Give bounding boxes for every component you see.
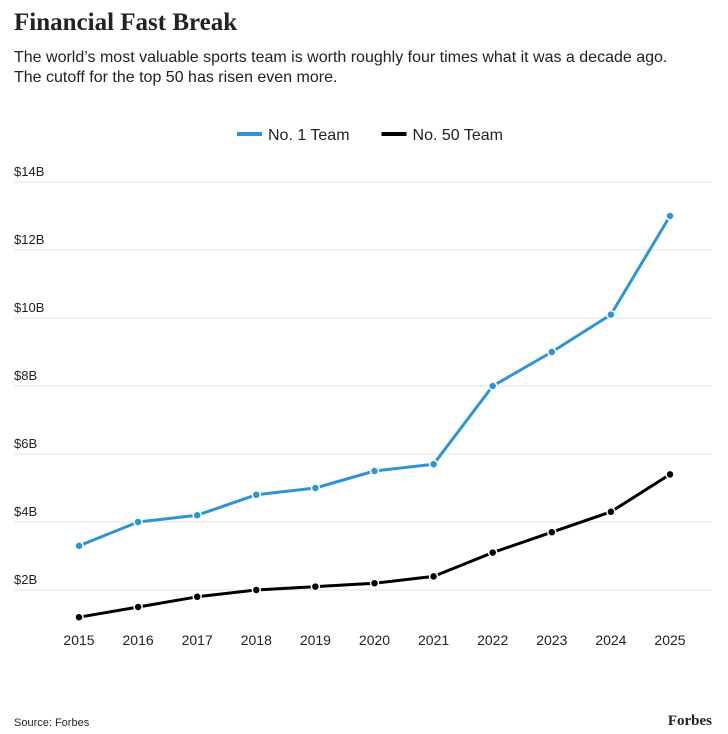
x-tick-label: 2020 — [359, 632, 390, 648]
point — [74, 541, 84, 551]
point — [547, 527, 557, 537]
logo: Forbes — [668, 713, 712, 729]
legend-label: No. 50 Team — [413, 127, 503, 144]
legend-label: No. 1 Team — [268, 127, 350, 144]
x-tick-label: 2024 — [595, 632, 626, 648]
point — [665, 469, 675, 480]
point — [547, 347, 557, 357]
x-tick-label: 2018 — [241, 632, 272, 648]
y-tick-label: $8B — [14, 368, 37, 383]
series-line — [78, 473, 671, 619]
x-tick-label: 2015 — [63, 632, 94, 648]
y-tick-label: $2B — [14, 572, 37, 587]
point — [133, 517, 143, 527]
point — [487, 381, 498, 391]
point — [74, 612, 84, 622]
point — [369, 466, 380, 476]
point — [251, 585, 262, 595]
x-tick-label: 2016 — [123, 632, 154, 648]
y-tick-label: $12B — [14, 232, 44, 247]
point — [251, 490, 262, 500]
point — [665, 211, 675, 221]
y-tick-label: $10B — [14, 300, 44, 315]
point — [428, 571, 439, 582]
point — [369, 578, 380, 588]
source: Source: Forbes — [14, 717, 90, 729]
point — [606, 507, 616, 517]
y-tick-label: $14B — [14, 164, 44, 179]
x-tick-label: 2017 — [182, 632, 213, 648]
x-tick-label: 2019 — [300, 632, 331, 648]
point — [310, 581, 321, 592]
subtitle: The cutoff for the top 50 has risen even… — [14, 69, 337, 86]
chart-title: Financial Fast Break — [14, 9, 237, 36]
point — [487, 547, 498, 558]
y-tick-label: $4B — [14, 504, 37, 519]
x-tick-label: 2021 — [418, 632, 449, 648]
y-tick-label: $6B — [14, 436, 37, 451]
series-line — [78, 215, 672, 548]
x-tick-label: 2023 — [536, 632, 567, 648]
x-tick-label: 2025 — [654, 632, 685, 648]
point — [310, 483, 321, 493]
point — [606, 309, 616, 320]
point — [428, 459, 439, 469]
point — [133, 602, 143, 612]
x-tick-label: 2022 — [477, 632, 508, 648]
subtitle: The world’s most valuable sports team is… — [14, 49, 667, 66]
point — [192, 510, 202, 520]
point — [192, 592, 202, 602]
